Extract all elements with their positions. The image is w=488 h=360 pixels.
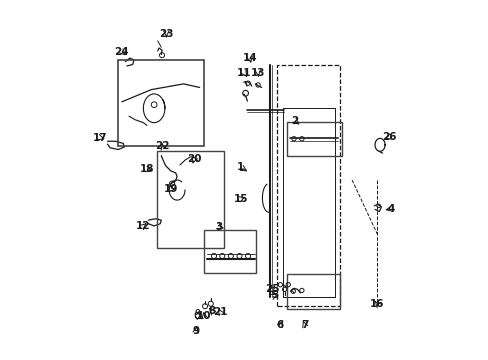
Text: 8: 8: [207, 306, 215, 316]
Bar: [204, 230, 256, 273]
Text: 25: 25: [264, 284, 279, 294]
Text: 5: 5: [271, 291, 278, 301]
Text: 14: 14: [242, 53, 257, 63]
Text: 24: 24: [114, 46, 129, 57]
Text: 6: 6: [276, 320, 284, 330]
Bar: [286, 274, 339, 309]
Text: 21: 21: [212, 307, 227, 317]
Text: 26: 26: [382, 132, 396, 142]
Text: 2: 2: [290, 116, 298, 126]
Text: 11: 11: [237, 68, 251, 78]
Text: 18: 18: [140, 164, 154, 174]
Text: 17: 17: [93, 133, 107, 143]
Text: 13: 13: [250, 68, 265, 78]
Text: 15: 15: [233, 194, 247, 204]
Bar: [156, 151, 224, 248]
Text: 12: 12: [136, 221, 150, 231]
Bar: [118, 60, 204, 146]
Text: 19: 19: [163, 184, 178, 194]
Text: 3: 3: [215, 222, 223, 231]
Bar: [286, 122, 342, 156]
Text: 1: 1: [237, 162, 244, 172]
Text: 16: 16: [369, 299, 384, 309]
Text: 10: 10: [197, 311, 211, 321]
Text: 7: 7: [301, 320, 308, 330]
Text: 20: 20: [187, 154, 201, 164]
Text: 23: 23: [159, 29, 173, 39]
Text: 9: 9: [192, 325, 199, 336]
Text: 22: 22: [155, 141, 170, 151]
Text: 4: 4: [387, 204, 394, 214]
